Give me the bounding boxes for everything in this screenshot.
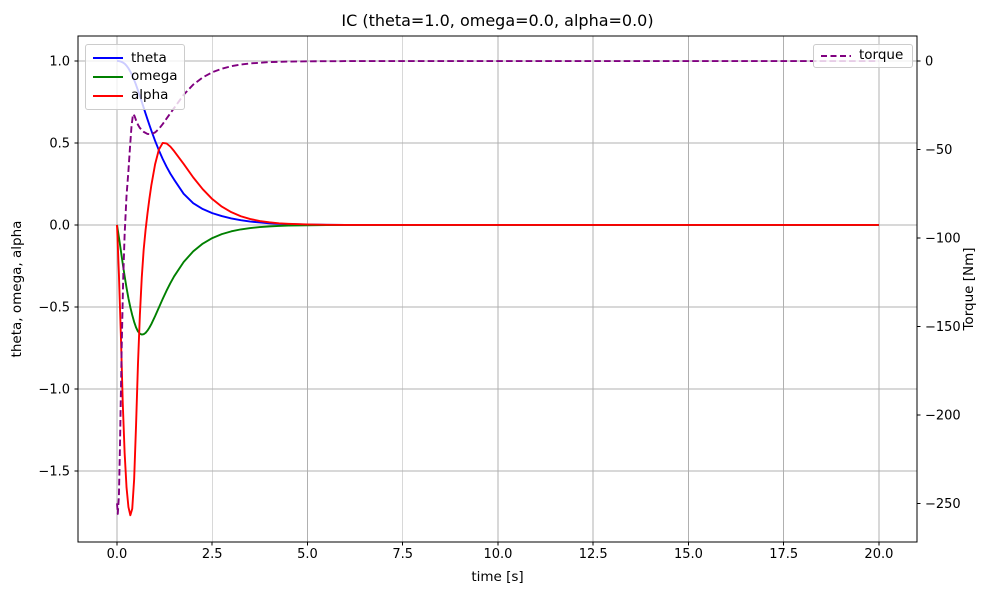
chart-title: IC (theta=1.0, omega=0.0, alpha=0.0) [341,11,654,30]
legend-line-sample-theta [93,57,123,60]
x-tick-label: 20.0 [864,547,893,562]
legend-label-omega: omega [131,68,178,85]
y-left-tick-label: 0.5 [49,136,70,151]
y-left-tick-label: 0.0 [49,218,70,233]
curve-alpha [116,141,879,517]
x-tick-label: 12.5 [579,547,608,562]
y-right-tick-label: 0 [925,55,933,70]
x-tick-label: 7.5 [392,547,413,562]
legend-item-omega: omega [93,68,178,87]
y-left-tick-label: −1.0 [38,382,70,397]
axes-spine [77,35,918,543]
y-right-tick-label: −250 [925,497,961,512]
legend-item-alpha: alpha [93,86,176,105]
curve-torque [116,60,879,515]
tick-marks [74,60,921,546]
y-right-tick-label: −50 [925,143,952,158]
legend-label-theta: theta [131,49,167,66]
legend-line-sample-omega [93,76,123,78]
legend-item-torque: torque [821,49,904,63]
legend-label-torque: torque [859,47,904,64]
x-tick-label: 17.5 [769,547,798,562]
legend-left: theta omega alpha [85,44,185,110]
y-axis-label-left: theta, omega, alpha [9,220,25,358]
legend-label-alpha: alpha [131,86,169,103]
y-left-tick-label: 1.0 [49,54,70,69]
legend-item-theta: theta [93,49,176,68]
x-tick-label: 5.0 [297,547,318,562]
y-left-tick-label: −0.5 [38,300,70,315]
grid [78,36,917,542]
tick-labels: 0.0 2.5 5.0 7.5 10.0 12.5 15.0 17.5 20.0 1.0 0.5 0.… [38,54,960,562]
y-left-tick-label: −1.5 [38,464,70,479]
legend-line-sample-torque [821,55,851,57]
legend-line-sample-alpha [93,94,123,97]
y-axis-label-right: Torque [Nm] [961,247,977,331]
x-axis-label: time [s] [471,569,524,585]
y-right-tick-label: −150 [925,320,961,335]
y-right-tick-label: −100 [925,231,961,246]
x-tick-label: 0.0 [107,547,128,562]
x-tick-label: 2.5 [202,547,223,562]
x-tick-label: 10.0 [483,547,512,562]
legend-right: torque [813,44,913,68]
x-tick-label: 15.0 [674,547,703,562]
y-right-tick-label: −200 [925,408,961,423]
